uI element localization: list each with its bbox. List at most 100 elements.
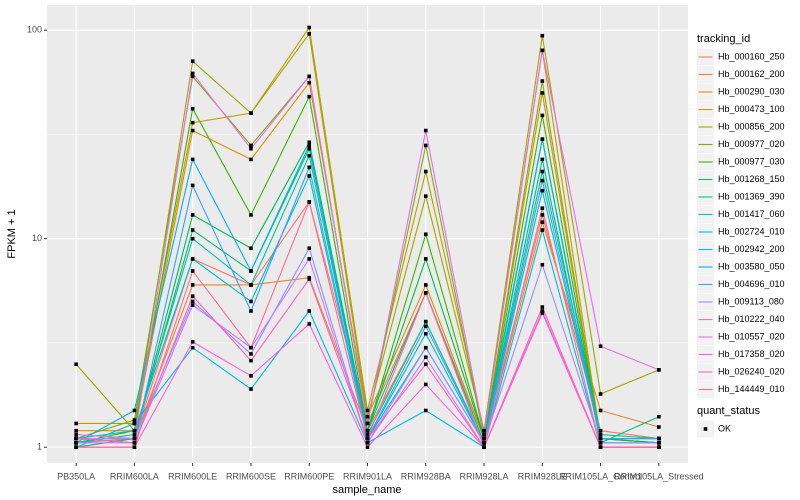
point bbox=[190, 157, 195, 162]
point bbox=[190, 128, 195, 133]
point bbox=[657, 425, 661, 429]
point bbox=[540, 213, 545, 217]
point bbox=[249, 213, 253, 217]
point bbox=[190, 183, 195, 188]
legend-label: Hb_004696_010 bbox=[718, 279, 785, 289]
point bbox=[190, 303, 195, 307]
point bbox=[598, 432, 603, 437]
x-tick-label: RRIM600LE bbox=[168, 471, 217, 481]
point bbox=[190, 213, 195, 217]
point bbox=[423, 331, 428, 336]
legend-title: quant_status bbox=[697, 405, 760, 417]
point bbox=[307, 143, 312, 148]
point bbox=[657, 436, 661, 441]
point bbox=[540, 33, 545, 38]
x-tick-label: RRIM105LA_Stressed bbox=[614, 471, 704, 481]
point bbox=[249, 299, 253, 304]
point bbox=[423, 319, 428, 324]
point bbox=[74, 445, 78, 450]
legend-label: Hb_002942_200 bbox=[718, 244, 785, 254]
point bbox=[365, 421, 370, 426]
point bbox=[540, 113, 545, 118]
point bbox=[190, 345, 195, 350]
point bbox=[190, 106, 195, 111]
point bbox=[540, 157, 545, 162]
point bbox=[307, 246, 312, 251]
point bbox=[423, 291, 428, 295]
point bbox=[132, 432, 137, 437]
point bbox=[190, 340, 195, 344]
point bbox=[74, 362, 78, 367]
legend-label: Hb_002724_010 bbox=[718, 226, 785, 236]
point bbox=[132, 421, 137, 426]
legend-label: Hb_000977_030 bbox=[718, 156, 785, 166]
point bbox=[423, 355, 428, 360]
point bbox=[540, 305, 545, 309]
point bbox=[249, 157, 253, 162]
point bbox=[540, 228, 545, 232]
point bbox=[540, 309, 545, 313]
legend: tracking_id Hb_000160_250 Hb_000162_200 Hb_… bbox=[697, 33, 785, 438]
point bbox=[190, 269, 195, 273]
x-tick-label: RRIM928LA bbox=[460, 471, 509, 481]
point bbox=[132, 440, 137, 445]
point bbox=[423, 408, 428, 413]
y-axis-title: FPKM + 1 bbox=[6, 209, 18, 258]
point bbox=[249, 146, 253, 151]
x-tick-label: RRIM928LE bbox=[518, 471, 567, 481]
point bbox=[423, 194, 428, 198]
point bbox=[423, 283, 428, 287]
point bbox=[598, 408, 603, 413]
point bbox=[365, 440, 370, 445]
point bbox=[365, 445, 370, 450]
point bbox=[190, 299, 195, 304]
x-tick-label: RRIM600PE bbox=[284, 471, 334, 481]
point bbox=[307, 277, 312, 281]
point bbox=[74, 440, 78, 445]
point bbox=[540, 48, 545, 53]
point bbox=[190, 74, 195, 79]
point bbox=[190, 120, 195, 125]
point bbox=[132, 418, 137, 422]
x-tick-label: RRIM928BA bbox=[401, 471, 451, 481]
point bbox=[249, 345, 253, 350]
point bbox=[307, 322, 312, 326]
point bbox=[132, 445, 137, 450]
point bbox=[482, 440, 486, 445]
marks bbox=[74, 25, 661, 450]
legend-label: Hb_010557_020 bbox=[718, 331, 785, 341]
legend-label: Hb_001268_150 bbox=[718, 174, 785, 184]
point bbox=[540, 79, 545, 83]
point bbox=[249, 283, 253, 287]
legend-label: Hb_010222_040 bbox=[718, 314, 785, 324]
point bbox=[74, 428, 78, 433]
point bbox=[482, 436, 486, 441]
point bbox=[307, 153, 312, 158]
point bbox=[307, 309, 312, 313]
point bbox=[540, 220, 545, 224]
point bbox=[423, 345, 428, 350]
point bbox=[190, 236, 195, 241]
point bbox=[423, 324, 428, 329]
legend-label: Hb_000977_020 bbox=[718, 139, 785, 149]
point bbox=[540, 188, 545, 193]
point bbox=[249, 309, 253, 313]
point bbox=[540, 169, 545, 174]
point bbox=[598, 344, 603, 349]
legend-label: Hb_001417_060 bbox=[718, 209, 785, 219]
point bbox=[249, 374, 253, 378]
grid: 1 10 100 PB350LA RRIM600LA RRIM600LE RRIM600SE… bbox=[27, 5, 704, 481]
point bbox=[423, 382, 428, 387]
point bbox=[657, 440, 661, 445]
point bbox=[482, 428, 486, 433]
point bbox=[365, 414, 370, 419]
legend-label: Hb_003580_050 bbox=[718, 261, 785, 271]
point bbox=[190, 294, 195, 298]
x-tick-label: RRIM901LA bbox=[343, 471, 392, 481]
point bbox=[307, 94, 312, 99]
point bbox=[307, 74, 312, 79]
point bbox=[190, 257, 195, 261]
point bbox=[423, 232, 428, 237]
legend-label: Hb_000160_250 bbox=[718, 51, 785, 61]
